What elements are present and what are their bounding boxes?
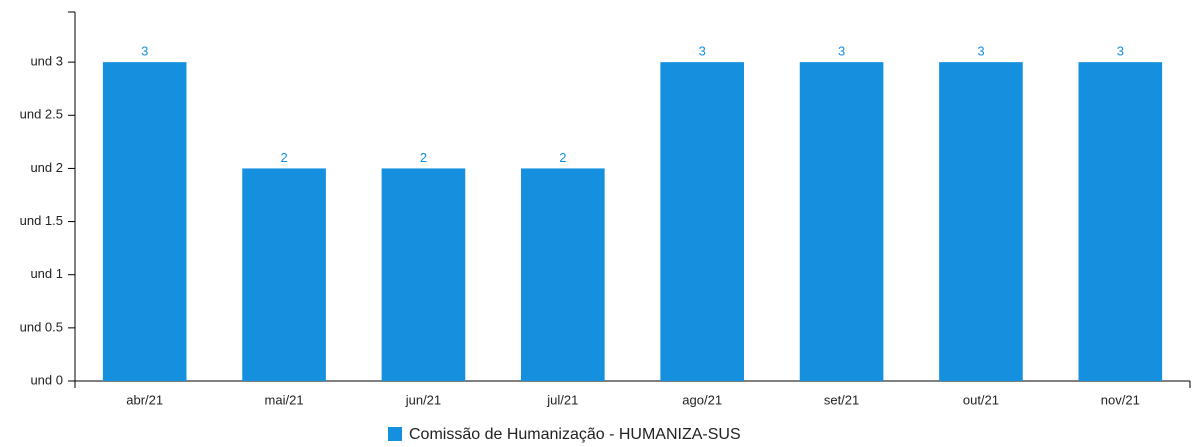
data-label: 3 — [699, 44, 706, 59]
legend-label: Comissão de Humanização - HUMANIZA-SUS — [409, 426, 741, 443]
data-label: 2 — [559, 150, 566, 165]
x-tick-label: nov/21 — [1101, 392, 1140, 407]
y-tick-label: und 0.5 — [20, 319, 63, 334]
bar — [660, 62, 744, 382]
data-label: 2 — [280, 150, 287, 165]
bar — [1078, 62, 1163, 382]
y-tick-label: und 1 — [30, 266, 63, 281]
y-tick-label: und 2 — [30, 160, 63, 175]
bar — [799, 62, 884, 382]
y-tick-label: und 3 — [30, 54, 63, 69]
x-tick-label: ago/21 — [682, 392, 722, 407]
data-label: 3 — [838, 44, 845, 59]
y-tick-label: und 2.5 — [20, 107, 63, 122]
data-label: 3 — [977, 44, 984, 59]
bar — [242, 168, 326, 381]
legend-swatch — [388, 427, 402, 441]
data-label: 3 — [1117, 44, 1124, 59]
x-tick-label: mai/21 — [265, 392, 304, 407]
bar — [521, 168, 605, 381]
x-tick-label: jun/21 — [405, 392, 441, 407]
x-tick-label: abr/21 — [126, 392, 163, 407]
y-tick-label: und 0 — [30, 372, 63, 387]
bar — [939, 62, 1023, 382]
x-tick-label: out/21 — [963, 392, 999, 407]
bar — [381, 168, 466, 381]
data-label: 2 — [420, 150, 427, 165]
data-label: 3 — [141, 44, 148, 59]
x-tick-label: set/21 — [824, 392, 859, 407]
y-tick-label: und 1.5 — [20, 213, 63, 228]
bar — [102, 62, 187, 382]
x-tick-label: jul/21 — [546, 392, 578, 407]
